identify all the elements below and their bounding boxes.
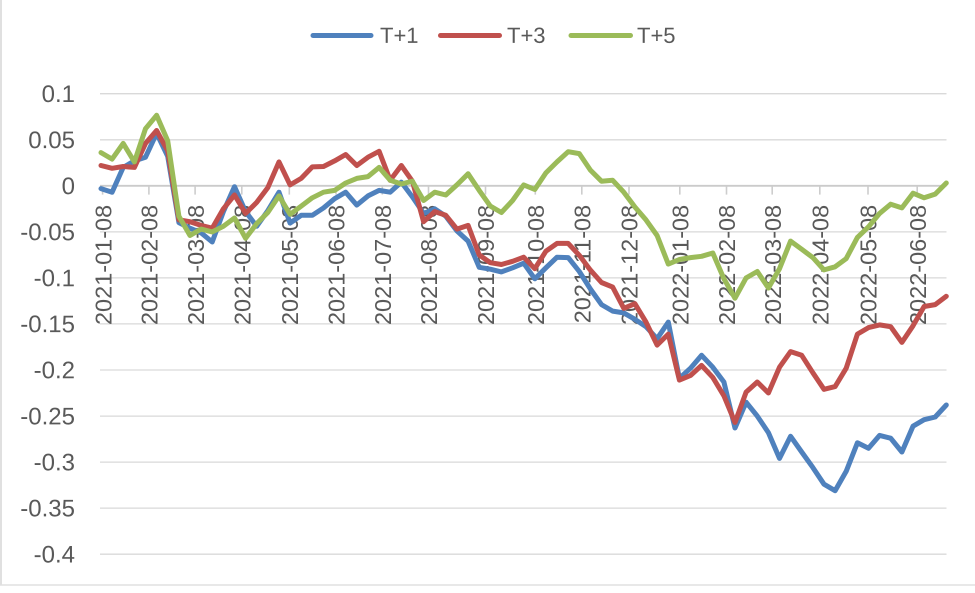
svg-text:-0.35: -0.35 bbox=[20, 495, 75, 522]
svg-text:2021-04-08: 2021-04-08 bbox=[230, 205, 256, 325]
svg-text:-0.1: -0.1 bbox=[34, 265, 75, 292]
svg-text:-0.15: -0.15 bbox=[20, 311, 75, 338]
svg-text:-0.2: -0.2 bbox=[34, 357, 75, 384]
svg-text:2021-02-08: 2021-02-08 bbox=[137, 205, 163, 325]
svg-text:T+3: T+3 bbox=[507, 23, 546, 48]
svg-text:-0.3: -0.3 bbox=[34, 449, 75, 476]
svg-text:-0.05: -0.05 bbox=[20, 219, 75, 246]
svg-text:2021-08-08: 2021-08-08 bbox=[416, 205, 442, 325]
svg-text:0: 0 bbox=[62, 173, 75, 200]
svg-text:-0.4: -0.4 bbox=[34, 541, 75, 568]
svg-text:0.1: 0.1 bbox=[42, 81, 75, 108]
svg-text:2021-01-08: 2021-01-08 bbox=[90, 205, 116, 325]
svg-text:T+1: T+1 bbox=[380, 23, 419, 48]
svg-text:0.05: 0.05 bbox=[28, 127, 75, 154]
svg-text:T+5: T+5 bbox=[637, 23, 676, 48]
svg-text:2021-07-08: 2021-07-08 bbox=[370, 205, 396, 325]
svg-text:-0.25: -0.25 bbox=[20, 403, 75, 430]
svg-text:2021-06-08: 2021-06-08 bbox=[324, 205, 350, 325]
